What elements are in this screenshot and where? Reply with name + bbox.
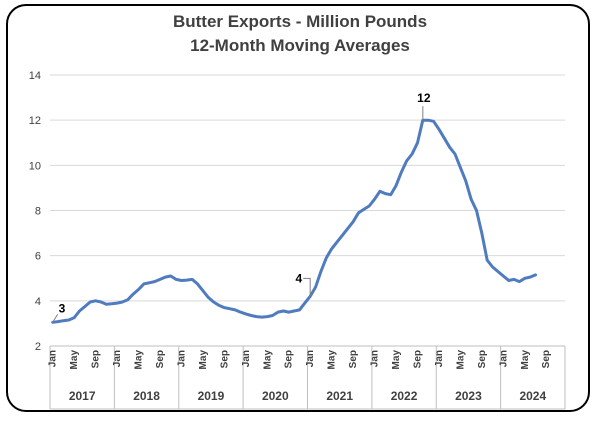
month-label-may: May (327, 350, 338, 370)
month-label-jan: Jan (305, 350, 316, 367)
year-label-2020: 2020 (262, 389, 289, 403)
leader-line (52, 314, 59, 323)
month-label-jan: Jan (112, 350, 123, 367)
x-axis: Jan May Sep 2017 Jan May Sep 2018 Jan May Sep 2019 J… (48, 345, 566, 410)
month-label-may: May (455, 350, 466, 370)
year-label-2018: 2018 (133, 389, 160, 403)
y-tick-label-2: 2 (35, 341, 41, 353)
month-label-may: May (391, 350, 402, 370)
month-label-may: May (198, 350, 209, 370)
month-label-sep: Sep (541, 350, 552, 368)
month-label-jan: Jan (434, 350, 445, 367)
month-label-sep: Sep (91, 350, 102, 368)
month-label-sep: Sep (219, 350, 230, 368)
y-tick-label-14: 14 (29, 70, 41, 82)
chart-frame (6, 4, 590, 412)
month-label-may: May (520, 350, 531, 370)
month-label-may: May (262, 350, 273, 370)
year-label-2024: 2024 (519, 389, 546, 403)
gridlines (50, 74, 565, 302)
y-tick-label-4: 4 (35, 296, 41, 308)
chart-title: Butter Exports - Million Pounds (173, 12, 427, 31)
month-label-sep: Sep (477, 350, 488, 368)
year-label-2023: 2023 (455, 389, 482, 403)
y-tick-label-12: 12 (29, 115, 41, 127)
year-label-2019: 2019 (198, 389, 225, 403)
data-label-12: 12 (417, 91, 431, 105)
year-label-2021: 2021 (326, 389, 353, 403)
month-label-may: May (69, 350, 80, 370)
chart-subtitle: 12-Month Moving Averages (190, 36, 410, 55)
y-tick-label-6: 6 (35, 251, 41, 263)
data-label-5: 5 (532, 0, 539, 3)
month-label-may: May (134, 350, 145, 370)
series-line (51, 118, 537, 324)
month-label-jan: Jan (498, 350, 509, 367)
year-label-2017: 2017 (69, 389, 96, 403)
leader-line (303, 277, 311, 297)
month-label-sep: Sep (412, 350, 423, 368)
data-labels: 3 4 12 5 (52, 0, 539, 323)
data-label-3: 3 (59, 301, 66, 315)
y-tick-label-10: 10 (29, 160, 41, 172)
month-label-sep: Sep (155, 350, 166, 368)
month-label-jan: Jan (370, 350, 381, 367)
y-axis-ticks: 2 4 6 8 10 12 14 (29, 70, 41, 353)
year-label-2022: 2022 (391, 389, 418, 403)
month-label-jan: Jan (48, 350, 59, 367)
month-label-sep: Sep (348, 350, 359, 368)
data-label-4: 4 (295, 271, 302, 285)
y-tick-label-8: 8 (35, 206, 41, 218)
month-label-jan: Jan (241, 350, 252, 367)
series-layer (51, 118, 537, 324)
month-label-sep: Sep (284, 350, 295, 368)
month-label-jan: Jan (176, 350, 187, 367)
